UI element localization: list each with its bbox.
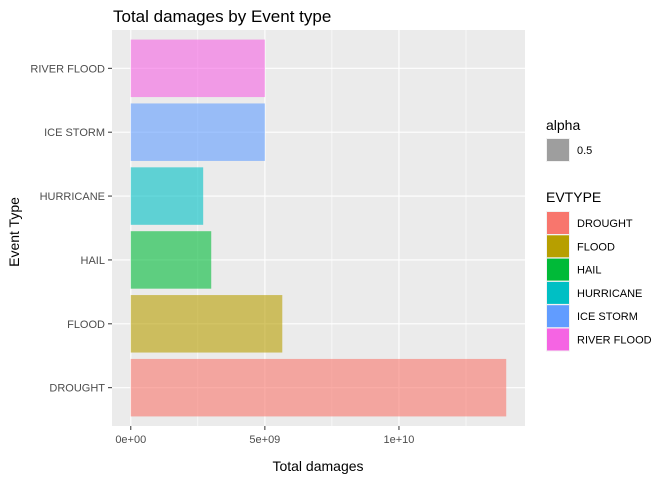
legend-label: DROUGHT xyxy=(577,218,633,230)
legend-fill: EVTYPE DROUGHT FLOOD HAIL HURRICANE ICE STOR… xyxy=(546,189,652,352)
legend-label: HURRICANE xyxy=(577,288,642,300)
y-tick-label: FLOOD xyxy=(67,319,105,331)
legend-swatch xyxy=(547,258,569,281)
bar-flood xyxy=(130,295,283,353)
legend-swatch xyxy=(547,212,569,234)
legend-label: RIVER FLOOD xyxy=(577,335,652,347)
legend-swatch xyxy=(547,281,569,304)
y-tick-label: HURRICANE xyxy=(40,191,105,203)
legend-label: ICE STORM xyxy=(577,311,638,323)
bar-river-flood xyxy=(130,39,265,98)
legend-fill-title: EVTYPE xyxy=(546,189,601,205)
x-tick-label: 5e+09 xyxy=(249,434,280,446)
legend-label: HAIL xyxy=(577,265,601,277)
legend-label: FLOOD xyxy=(577,241,615,253)
y-axis-title: Event Type xyxy=(6,197,22,267)
bar-drought xyxy=(130,358,507,417)
legend-alpha-title: alpha xyxy=(546,117,580,133)
bar-hail xyxy=(130,231,212,289)
x-axis: 0e+00 5e+09 1e+10 xyxy=(115,426,414,446)
y-tick-label: DROUGHT xyxy=(49,383,105,395)
bar-hurricane xyxy=(130,167,204,225)
legend-swatch xyxy=(547,305,569,328)
legend-alpha-swatch xyxy=(547,139,569,161)
legend-swatch xyxy=(547,328,569,351)
y-axis: DROUGHT FLOOD HAIL HURRICANE ICE STORM RIVER … xyxy=(30,63,112,395)
y-tick-label: RIVER FLOOD xyxy=(30,63,105,75)
legend-alpha: alpha 0.5 xyxy=(546,117,592,162)
legend-swatch xyxy=(547,235,569,258)
chart-title: Total damages by Event type xyxy=(113,7,331,26)
x-axis-title: Total damages xyxy=(272,458,363,474)
bars xyxy=(130,39,507,417)
y-tick-label: ICE STORM xyxy=(44,127,105,139)
x-tick-label: 0e+00 xyxy=(115,434,146,446)
y-tick-label: HAIL xyxy=(81,255,105,267)
x-tick-label: 1e+10 xyxy=(384,434,415,446)
legend-alpha-label: 0.5 xyxy=(577,145,592,157)
bar-ice-storm xyxy=(130,103,265,161)
